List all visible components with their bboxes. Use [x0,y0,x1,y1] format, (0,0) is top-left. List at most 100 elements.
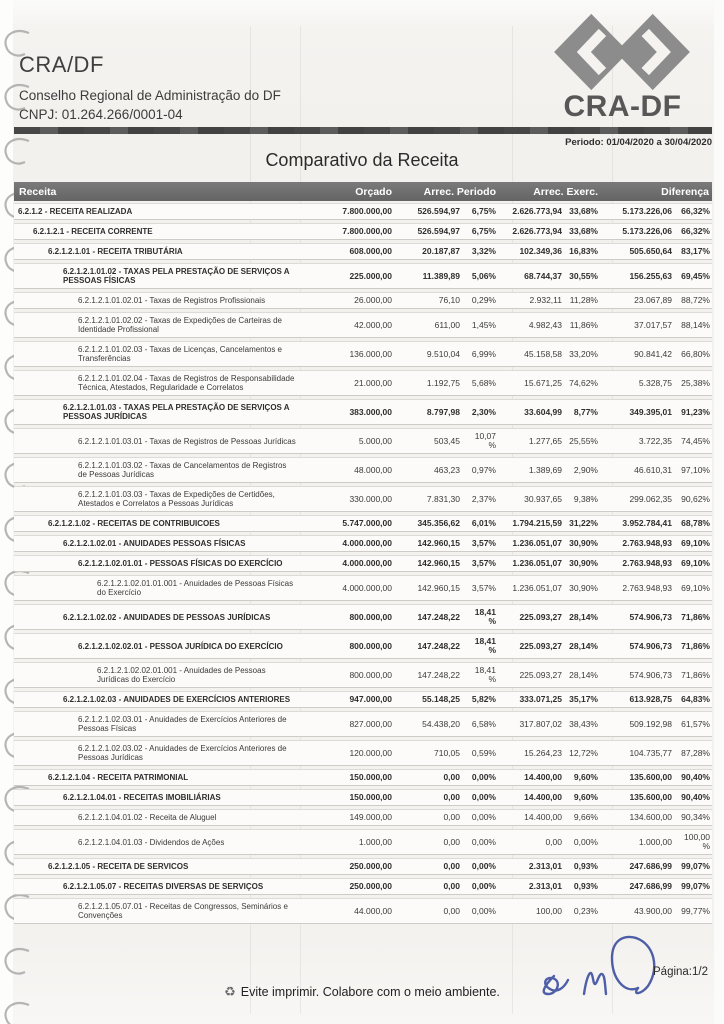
receita-cell: 6.2.1.2.1.02.01.01 - PESSOAS FÍSICAS DO … [78,559,283,568]
diferenca-value-cell: 5.173.226,06 [622,226,672,236]
arrec-exerc-pct-cell: 9,60% [573,792,598,802]
arrec-exerc-value-cell: 15.671,25 [524,377,562,388]
table-row: 6.2.1.2.1.01.03.01 - Taxas de Registros … [14,428,712,454]
arrec-periodo-value-cell: 76,10 [438,295,460,305]
arrec-periodo-value-cell: 0,00 [443,836,460,847]
orcado-cell: 150.000,00 [349,772,392,782]
arrec-periodo-value-cell: 526.594,97 [417,226,460,236]
arrec-exerc-value-cell: 317.807,02 [519,718,562,729]
arrec-exerc-value-cell: 4.982,43 [528,319,562,330]
arrec-exerc-pct-cell: 31,22% [569,518,598,528]
table-row: 6.2.1.2.1.01.02.02 - Taxas de Expedições… [14,312,712,338]
diferenca-pct-cell: 88,14% [681,319,710,330]
arrec-periodo-value-cell: 0,00 [443,881,460,891]
arrec-exerc-pct-cell: 8,77% [573,406,598,417]
table-row: 6.2.1.2.1.02.01 - ANUIDADES PESSOAS FÍSI… [14,535,712,552]
orcado-cell: 4.000.000,00 [342,558,392,568]
orcado-cell: 7.800.000,00 [342,226,392,236]
table-row: 6.2.1.2.1.02.01.01 - PESSOAS FÍSICAS DO … [14,555,712,572]
revenue-table-body: 6.2.1.2 - RECEITA REALIZADA 7.800.000,00 5… [14,203,712,927]
scan-right-margin [714,0,724,1024]
arrec-exerc-pct-cell: 74,62% [569,377,598,388]
arrec-exerc-value-cell: 2.313,01 [528,861,562,871]
arrec-exerc-pct-cell: 28,14% [569,640,598,651]
diferenca-value-cell: 505.650,64 [629,246,672,256]
table-row: 6.2.1.2.1.05.07 - RECEITAS DIVERSAS DE S… [14,878,712,895]
orcado-cell: 26.000,00 [354,295,392,305]
table-row: 6.2.1.2.1.02.01.01.001 - Anuidades de Pe… [14,575,712,601]
orcado-cell: 800.000,00 [349,669,392,680]
diferenca-pct-cell: 88,72% [681,295,710,305]
orcado-cell: 800.000,00 [349,640,392,651]
arrec-periodo-value-cell: 11.389,89 [422,270,460,281]
receita-cell: 6.2.1.2.1.01.03.03 - Taxas de Expedições… [78,490,275,508]
arrec-periodo-value-cell: 8.797,98 [426,406,460,417]
diferenca-pct-cell: 66,32% [681,226,710,236]
arrec-exerc-pct-cell: 25,55% [569,435,598,446]
arrec-periodo-value-cell: 503,45 [434,435,460,446]
arrec-periodo-pct-cell: 6,75% [471,226,496,236]
diferenca-pct-cell: 99,07% [681,861,710,871]
report-period: Periodo: 01/04/2020 a 30/04/2020 [565,137,712,148]
diferenca-value-cell: 2.763.948,93 [622,582,672,593]
table-row: 6.2.1.2 - RECEITA REALIZADA 7.800.000,00 5… [14,203,712,220]
arrec-exerc-pct-cell: 0,23% [573,905,598,916]
table-row: 6.2.1.2.1.02.02.01 - PESSOA JURÍDICA DO … [14,633,712,659]
arrec-exerc-value-cell: 2.626.773,94 [512,206,562,216]
arrec-periodo-value-cell: 147.248,22 [417,669,460,680]
orcado-cell: 44.000,00 [354,905,392,916]
receita-cell: 6.2.1.2.1.02.01 - ANUIDADES PESSOAS FÍSI… [63,539,246,548]
diferenca-value-cell: 23.067,89 [634,295,672,305]
arrec-periodo-value-cell: 526.594,97 [417,206,460,216]
arrec-periodo-value-cell: 345.356,62 [417,518,460,528]
arrec-exerc-pct-cell: 33,68% [569,226,598,236]
report-title: Comparativo da Receita [265,150,459,170]
arrec-exerc-value-cell: 1.389,69 [528,464,562,475]
arrec-periodo-pct-cell: 3,57% [471,538,496,548]
diferenca-value-cell: 574.906,73 [629,640,672,651]
table-row: 6.2.1.2.1.01.03.03 - Taxas de Expedições… [14,486,712,512]
handwritten-signature [542,935,656,996]
receita-cell: 6.2.1.2.1.02.01.01.001 - Anuidades de Pe… [97,579,294,597]
arrec-exerc-value-cell: 68.744,37 [524,270,562,281]
arrec-exerc-value-cell: 100,00 [536,905,562,916]
cra-df-logo-icon [554,13,690,91]
receita-cell: 6.2.1.2.1.05.07.01 - Receitas de Congres… [78,902,288,920]
col-header-orcado: Orçado [355,185,392,198]
receita-cell: 6.2.1.2.1.01.02.04 - Taxas de Registros … [78,374,295,392]
arrec-exerc-value-cell: 225.093,27 [519,611,562,622]
table-row: 6.2.1.2.1.01.02 - TAXAS PELA PRESTAÇÃO D… [14,263,712,289]
arrec-exerc-value-cell: 1.236.051,07 [512,558,562,568]
receita-cell: 6.2.1.2.1.02.03 - ANUIDADES DE EXERCÍCIO… [63,695,291,704]
receita-cell: 6.2.1.2.1.05.07 - RECEITAS DIVERSAS DE S… [63,882,264,891]
diferenca-value-cell: 2.763.948,93 [622,558,672,568]
scan-left-margin [0,0,13,1024]
table-row: 6.2.1.2.1.01.02.04 - Taxas de Registros … [14,370,712,396]
arrec-periodo-value-cell: 0,00 [443,812,460,822]
diferenca-pct-cell: 90,62% [681,493,710,504]
receita-cell: 6.2.1.2.1.01.03.01 - Taxas de Registros … [78,436,296,446]
table-row: 6.2.1.2.1.02 - RECEITAS DE CONTRIBUICOES… [14,515,712,532]
diferenca-pct-cell: 69,10% [681,538,710,548]
diferenca-value-cell: 574.906,73 [629,611,672,622]
table-row: 6.2.1.2.1.01.02.03 - Taxas de Licenças, … [14,341,712,367]
diferenca-value-cell: 156.255,63 [629,270,672,281]
arrec-periodo-value-cell: 0,00 [443,861,460,871]
arrec-exerc-value-cell: 1.236.051,07 [512,538,562,548]
arrec-periodo-pct-cell: 3,57% [471,582,496,593]
arrec-periodo-value-cell: 55.148,25 [422,694,460,704]
arrec-exerc-value-cell: 33.604,99 [524,406,562,417]
arrec-exerc-value-cell: 225.093,27 [519,669,562,680]
diferenca-pct-cell: 66,32% [681,206,710,216]
arrec-periodo-pct-cell: 1,45% [471,319,496,330]
arrec-periodo-pct-cell: 6,01% [471,518,496,528]
arrec-exerc-pct-cell: 9,38% [573,493,598,504]
arrec-periodo-value-cell: 7.831,30 [426,493,460,504]
arrec-periodo-pct-cell: 2,37% [471,493,496,504]
table-header: Receita Orçado Arrec. Periodo Arrec. Exe… [14,182,712,201]
arrec-periodo-pct-cell: 18,41 % [474,636,496,655]
org-full-name: Conselho Regional de Administração do DF [19,88,281,103]
arrec-exerc-pct-cell: 0,93% [573,861,598,871]
arrec-periodo-value-cell: 611,00 [434,319,460,330]
arrec-exerc-pct-cell: 11,86% [569,319,598,330]
